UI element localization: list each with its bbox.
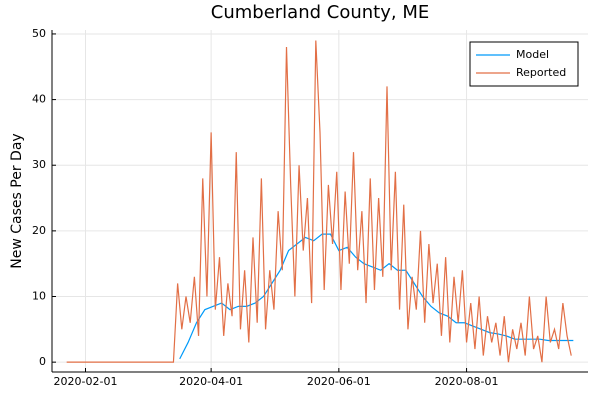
series-line [66,40,572,363]
x-tick-label: 2020-02-01 [54,375,118,388]
series-line [179,233,574,360]
legend: Model Reported [469,41,579,87]
chart-title: Cumberland County, ME [211,2,429,23]
y-tick-label: 50 [32,27,46,40]
y-tick-label: 20 [32,224,46,237]
y-tick-label: 40 [32,93,46,106]
legend-label: Reported [516,66,566,79]
y-tick-label: 30 [32,158,46,171]
legend-box [469,41,579,87]
y-tick-label: 0 [39,355,46,368]
y-tick-label: 10 [32,290,46,303]
legend-label: Model [516,48,549,61]
x-tick-label: 2020-06-01 [307,375,371,388]
y-axis-label: New Cases Per Day [9,133,25,268]
x-tick-label: 2020-04-01 [179,375,243,388]
x-tick-label: 2020-08-01 [435,375,499,388]
